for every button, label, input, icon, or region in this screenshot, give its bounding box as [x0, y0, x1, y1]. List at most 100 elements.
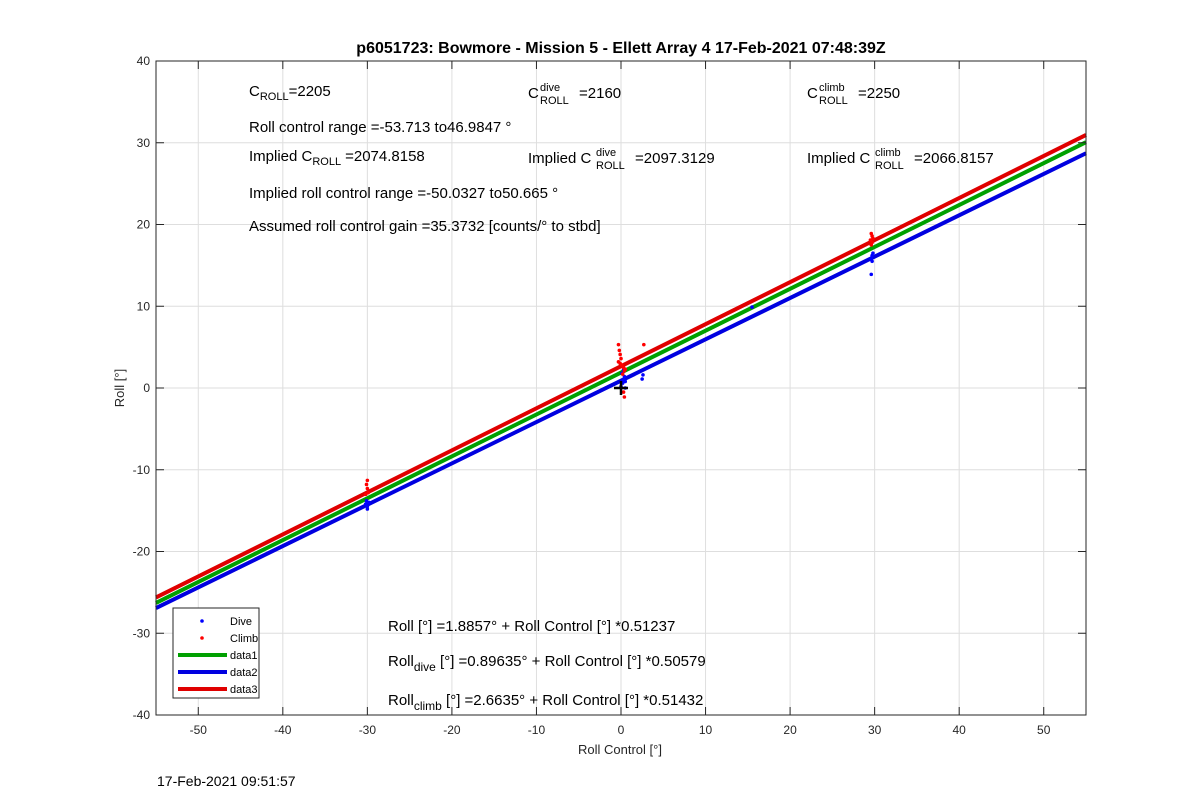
origin-marker: [614, 381, 628, 395]
legend-items: Dive Climb data1 data2 data3: [178, 616, 258, 696]
fit-climb-base: Roll: [388, 692, 414, 709]
y-tick-label: 20: [137, 218, 151, 232]
c-roll-sub: ROLL: [260, 91, 289, 103]
implied-c-climb-value: =2066.8157: [914, 150, 994, 167]
y-tick-label: 0: [143, 381, 150, 395]
implied-c-climb-pre: Implied C: [807, 150, 871, 167]
fit-dive-sub: dive: [414, 660, 436, 674]
dive-point: [750, 305, 754, 309]
chart-title: p6051723: Bowmore - Mission 5 - Ellett A…: [356, 40, 886, 57]
legend-label-climb: Climb: [230, 633, 258, 645]
x-tick-label: -10: [528, 723, 546, 737]
implied-c-climb: Implied C climb ROLL =2066.8157: [807, 143, 994, 173]
c-climb-sub: ROLL: [819, 95, 848, 107]
dive-point: [640, 377, 644, 381]
climb-point: [622, 395, 627, 399]
axis-ticks: -50 -40 -30 -20 -10 0 10 20 30 40 50 -40 -30 -20 -10 0 1…: [133, 54, 1086, 737]
climb-point: [618, 361, 622, 366]
climb-point: [365, 486, 370, 491]
dive-point: [869, 272, 874, 277]
legend-label-data3: data3: [230, 684, 258, 696]
implied-c-dive-pre: Implied C: [528, 150, 592, 167]
dive-point: [364, 499, 369, 503]
fit-dive-equation: Rolldive [°] =0.89635° + Roll Control [°…: [388, 653, 706, 674]
footer-timestamp: 17-Feb-2021 09:51:57: [157, 773, 296, 789]
climb-point: [620, 372, 625, 376]
climb-point: [869, 243, 874, 247]
legend-label-dive: Dive: [230, 616, 252, 628]
fit-climb-rest: [°] =2.6635° + Roll Control [°] *0.51432: [442, 692, 704, 709]
y-tick-label: -40: [133, 708, 151, 722]
legend-swatch-dive: [200, 619, 204, 623]
c-roll-annotation: CROLL=2205: [249, 83, 331, 103]
dive-point: [623, 379, 628, 384]
implied-c-climb-sup: climb: [875, 147, 901, 159]
dive-point: [871, 251, 875, 255]
dive-point: [870, 259, 874, 264]
x-tick-label: -40: [274, 723, 292, 737]
implied-c-roll-pre: Implied C: [249, 148, 313, 165]
y-tick-label: -10: [133, 463, 151, 477]
x-tick-label: 0: [618, 723, 625, 737]
implied-c-roll: Implied CROLL =2074.8158: [249, 148, 425, 168]
c-climb-base: C: [807, 85, 818, 102]
x-tick-label: 20: [783, 723, 797, 737]
climb-point: [619, 356, 623, 361]
x-tick-label: 30: [868, 723, 882, 737]
implied-c-roll-sub: ROLL: [312, 156, 341, 168]
legend-swatch-climb: [200, 636, 204, 640]
y-axis-label: Roll [°]: [112, 369, 127, 407]
c-dive-sub: ROLL: [540, 95, 569, 107]
c-roll-value: =2205: [289, 83, 331, 100]
data-points: [363, 231, 875, 511]
c-dive-sup: dive: [540, 82, 560, 94]
x-tick-label: -20: [443, 723, 461, 737]
implied-c-roll-value: =2074.8158: [345, 148, 425, 165]
climb-point: [365, 478, 370, 483]
legend-label-data1: data1: [230, 650, 258, 662]
fit-dive-base: Roll: [388, 653, 414, 670]
roll-control-range: Roll control range =-53.713 to46.9847 °: [249, 119, 511, 136]
climb-point: [618, 352, 622, 357]
legend-label-data2: data2: [230, 667, 258, 679]
x-tick-label: -30: [359, 723, 377, 737]
x-tick-label: -50: [190, 723, 208, 737]
fit-line-data2: [155, 151, 1087, 610]
y-tick-label: -30: [133, 626, 151, 640]
y-tick-label: 40: [137, 54, 151, 68]
climb-point: [363, 492, 368, 497]
c-climb-sup: climb: [819, 82, 845, 94]
x-axis-label: Roll Control [°]: [578, 742, 662, 757]
implied-c-dive-sub: ROLL: [596, 160, 625, 172]
fit-dive-rest: [°] =0.89635° + Roll Control [°] *0.5057…: [436, 653, 706, 670]
implied-c-dive-value: =2097.3129: [635, 150, 715, 167]
c-climb-value: =2250: [858, 85, 900, 102]
climb-point: [642, 342, 646, 347]
climb-point: [616, 342, 621, 347]
climb-point: [621, 390, 626, 394]
dive-point: [363, 502, 368, 506]
fit-all-equation: Roll [°] =1.8857° + Roll Control [°] *0.…: [388, 618, 675, 635]
climb-point: [364, 482, 369, 487]
x-tick-label: 50: [1037, 723, 1051, 737]
c-dive-base: C: [528, 85, 539, 102]
c-climb-annotation: C climb ROLL =2250: [807, 78, 900, 108]
fit-climb-sub: climb: [414, 699, 442, 713]
dive-point: [641, 373, 645, 377]
y-tick-label: 10: [137, 299, 151, 313]
implied-c-dive-sup: dive: [596, 147, 616, 159]
assumed-roll-control-gain: Assumed roll control gain =35.3732 [coun…: [249, 218, 601, 235]
legend: Dive Climb data1 data2 data3: [172, 607, 260, 699]
implied-c-dive: Implied C dive ROLL =2097.3129: [528, 143, 715, 173]
climb-point: [623, 367, 628, 371]
climb-point: [617, 348, 622, 353]
c-dive-annotation: C dive ROLL =2160: [528, 78, 621, 108]
c-roll-base: C: [249, 83, 260, 100]
c-dive-value: =2160: [579, 85, 621, 102]
implied-c-climb-sub: ROLL: [875, 160, 904, 172]
x-tick-label: 40: [953, 723, 967, 737]
y-tick-label: 30: [137, 136, 151, 150]
fit-climb-equation: Rollclimb [°] =2.6635° + Roll Control [°…: [388, 692, 703, 713]
implied-roll-control-range: Implied roll control range =-50.0327 to5…: [249, 185, 558, 202]
